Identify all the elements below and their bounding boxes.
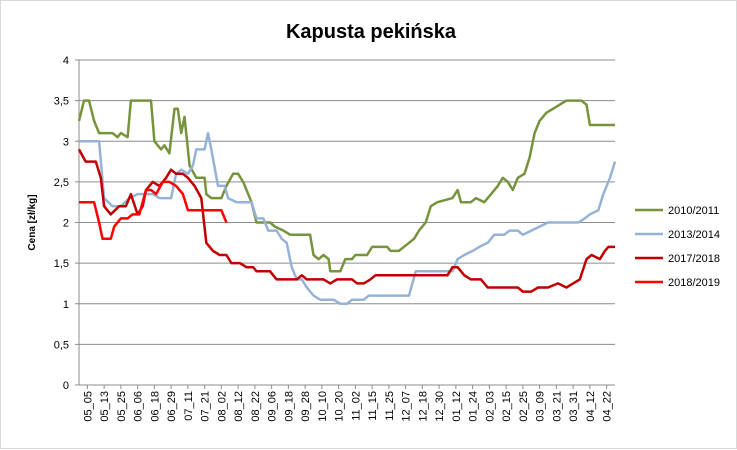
x-tick-label: 03_21 (551, 391, 563, 422)
y-axis-label: Cena [zł/kg] (27, 194, 38, 250)
series-line-3 (79, 180, 228, 241)
y-tick-label: 0,5 (54, 339, 69, 351)
y-axis-ticks: 0 0,5 1 1,5 2 2,5 3 3,5 4 (54, 55, 79, 392)
y-tick-label: 4 (63, 55, 69, 67)
x-tick-label: 08_12 (233, 391, 245, 422)
x-tick-label: 08_22 (250, 391, 262, 422)
series-line-2 (77, 148, 615, 293)
y-tick-label: 2,5 (54, 177, 69, 189)
x-tick-label: 11_02 (350, 391, 362, 421)
x-tick-label: 06_06 (133, 391, 145, 422)
legend-label: 2013/2014 (668, 229, 720, 241)
x-tick-label: 06_29 (166, 391, 178, 422)
x-tick-label: 04_22 (602, 391, 614, 422)
x-tick-label: 06_18 (149, 391, 161, 422)
x-tick-label: 03_31 (568, 391, 580, 422)
x-tick-label: 02_03 (484, 391, 496, 422)
chart-title: Kapusta pekińska (286, 21, 457, 43)
gridlines (79, 59, 615, 345)
x-tick-label: 11_15 (367, 391, 379, 421)
legend: 2010/2011 2013/2014 2017/2018 2018/2019 (635, 205, 720, 289)
x-tick-label: 11_25 (384, 391, 396, 421)
x-tick-label: 03_09 (535, 391, 547, 422)
legend-label: 2010/2011 (668, 205, 719, 217)
y-tick-label: 0 (63, 380, 69, 392)
x-tick-label: 01_12 (451, 391, 463, 422)
x-tick-label: 05_25 (116, 391, 128, 422)
x-tick-label: 01_24 (468, 391, 480, 422)
x-tick-label: 10_20 (334, 391, 346, 422)
x-tick-label: 09_28 (300, 391, 312, 422)
x-tick-label: 04_12 (585, 391, 597, 422)
y-tick-label: 3 (63, 136, 69, 148)
y-tick-label: 1,5 (54, 258, 69, 270)
x-tick-label: 09_18 (283, 391, 295, 422)
y-tick-label: 1 (63, 299, 69, 311)
x-tick-label: 05_13 (99, 391, 111, 422)
y-tick-label: 2 (63, 218, 69, 230)
series-line-1 (79, 131, 617, 306)
x-tick-label: 12_07 (401, 391, 413, 422)
x-tick-label: 07_21 (200, 391, 212, 422)
x-tick-label: 07_11 (183, 391, 195, 421)
x-tick-label: 08_02 (216, 391, 228, 422)
series-line-0 (77, 99, 615, 273)
x-tick-label: 02_25 (518, 391, 530, 422)
y-tick-label: 3,5 (54, 96, 69, 108)
x-tick-label: 12_18 (417, 391, 429, 422)
series-lines (77, 99, 617, 306)
x-tick-label: 09_06 (267, 391, 279, 422)
x-tick-label: 12_30 (434, 391, 446, 422)
legend-label: 2018/2019 (668, 277, 720, 289)
x-tick-label: 10_10 (317, 391, 329, 422)
x-tick-label: 05_05 (82, 391, 94, 422)
legend-label: 2017/2018 (668, 253, 720, 265)
x-tick-label: 02_15 (501, 391, 513, 422)
x-axis-ticks: 05_05 05_13 05_25 06_06 06_18 06_29 07_11 07_21… (82, 385, 614, 422)
